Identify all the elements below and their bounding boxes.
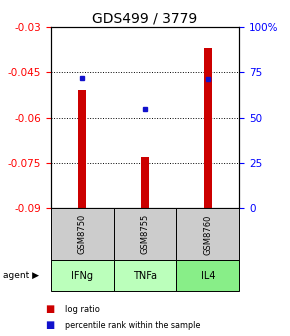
Text: log ratio: log ratio bbox=[65, 305, 100, 313]
Text: percentile rank within the sample: percentile rank within the sample bbox=[65, 321, 201, 330]
Text: IFNg: IFNg bbox=[71, 270, 93, 281]
Text: ■: ■ bbox=[45, 320, 54, 330]
Bar bbox=[78, 90, 86, 208]
Text: IL4: IL4 bbox=[201, 270, 215, 281]
Text: GSM8755: GSM8755 bbox=[140, 214, 150, 254]
Text: TNFa: TNFa bbox=[133, 270, 157, 281]
Bar bbox=[141, 157, 149, 208]
Bar bbox=[204, 48, 212, 208]
Text: GSM8750: GSM8750 bbox=[78, 214, 87, 254]
Text: GSM8760: GSM8760 bbox=[203, 214, 212, 255]
Text: ■: ■ bbox=[45, 304, 54, 314]
Text: agent ▶: agent ▶ bbox=[3, 271, 39, 280]
Title: GDS499 / 3779: GDS499 / 3779 bbox=[93, 12, 197, 26]
